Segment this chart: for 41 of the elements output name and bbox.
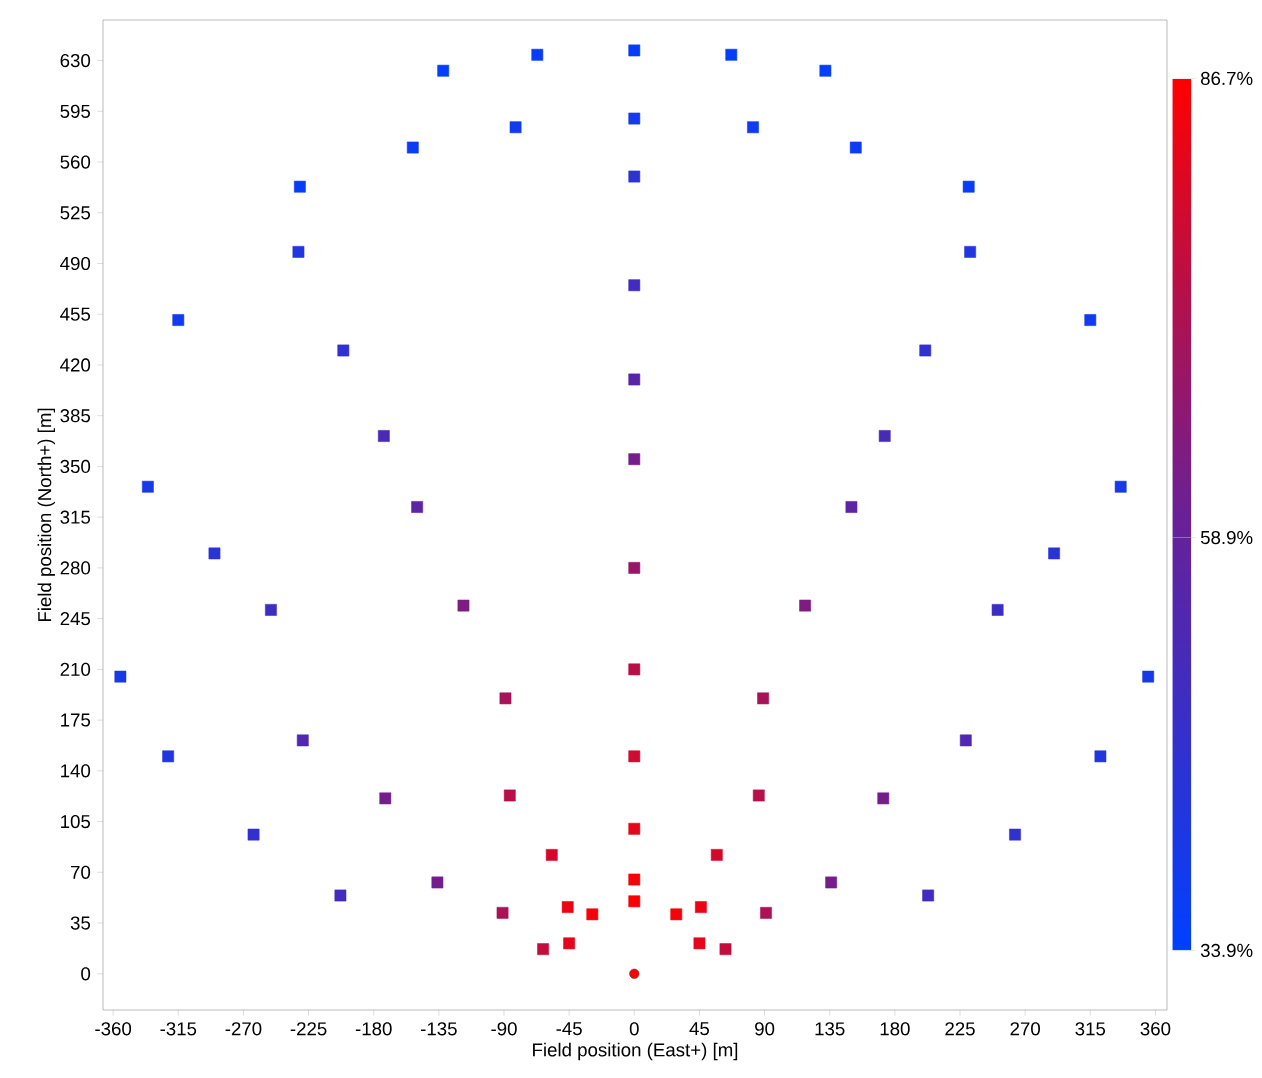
x-tick-label: 0	[629, 1022, 639, 1036]
y-tick-label: 210	[60, 662, 91, 676]
y-tick-label: 560	[60, 155, 91, 169]
x-tick-label: -225	[290, 1022, 327, 1036]
y-axis-title: Field position (North+) [m]	[37, 408, 55, 622]
x-tick-label: 135	[815, 1022, 845, 1036]
x-tick-label: -45	[556, 1022, 582, 1036]
y-tick-label: 595	[60, 104, 91, 118]
x-tick-label: 270	[1010, 1022, 1040, 1036]
y-tick-label: 420	[60, 358, 91, 372]
x-tick-label: -90	[491, 1022, 517, 1036]
y-tick-label: 385	[60, 409, 91, 423]
x-axis-title: Field position (East+) [m]	[533, 1042, 738, 1061]
x-tick-label: 90	[755, 1022, 775, 1036]
y-tick-label: 105	[61, 814, 91, 829]
x-tick-label: 360	[1140, 1022, 1171, 1036]
x-tick-label: -315	[160, 1022, 197, 1036]
color-bar-label: 86.7%	[1200, 71, 1253, 86]
y-tick-label: 140	[61, 764, 91, 778]
y-tick-label: 455	[60, 307, 91, 321]
color-bar-label: 33.9%	[1200, 943, 1253, 958]
x-tick-label: 180	[880, 1022, 910, 1036]
y-tick-label: 630	[60, 53, 91, 68]
x-tick-label: -270	[225, 1022, 262, 1036]
x-tick-label: -180	[355, 1022, 392, 1036]
y-tick-label: 35	[70, 916, 91, 930]
y-tick-label: 350	[60, 459, 91, 474]
y-tick-label: 175	[61, 713, 91, 727]
y-tick-label: 525	[60, 206, 91, 220]
y-tick-label: 490	[60, 256, 91, 271]
y-tick-label: 70	[71, 865, 91, 879]
color-bar-label: 58.9%	[1200, 530, 1253, 545]
x-tick-label: 315	[1075, 1022, 1106, 1036]
x-tick-label: 45	[689, 1022, 710, 1036]
x-tick-label: -135	[421, 1022, 457, 1036]
y-tick-label: 315	[60, 510, 91, 524]
x-tick-label: -360	[95, 1022, 132, 1036]
x-tick-label: 225	[945, 1022, 975, 1036]
y-tick-label: 280	[60, 561, 91, 575]
y-tick-label: 245	[60, 612, 91, 626]
y-tick-label: 0	[81, 967, 91, 981]
